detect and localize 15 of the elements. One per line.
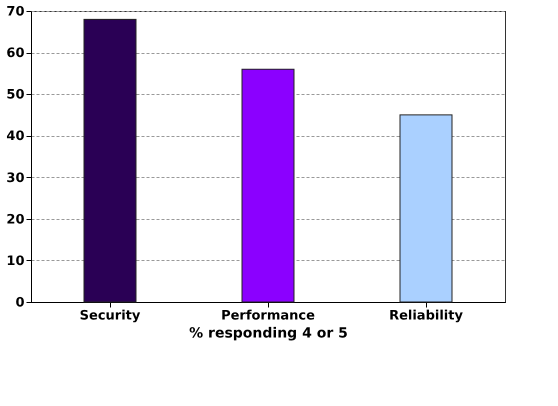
y-tick-label: 30 <box>6 170 24 186</box>
bar <box>242 68 294 302</box>
y-tick-label: 0 <box>15 296 24 310</box>
y-tick-label: 70 <box>6 4 24 20</box>
y-tick-label: 20 <box>6 212 24 228</box>
bar <box>400 114 452 302</box>
y-tick-label: 50 <box>6 88 24 103</box>
bar <box>84 18 136 302</box>
x-tick-label: Reliability <box>389 308 464 324</box>
x-tick-label: Security <box>80 308 141 324</box>
y-tick-label: 40 <box>6 129 24 144</box>
x-axis-title: % responding 4 or 5 <box>189 326 348 342</box>
y-tick-label: 60 <box>6 46 24 62</box>
y-tick-label: 10 <box>6 254 24 269</box>
x-tick-label: Performance <box>221 308 316 324</box>
